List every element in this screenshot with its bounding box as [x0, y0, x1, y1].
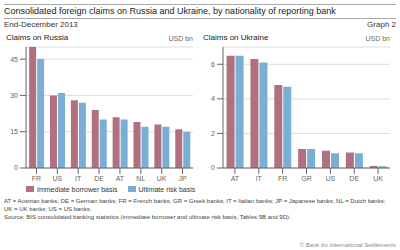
svg-text:IT: IT — [75, 175, 82, 182]
svg-text:UK: UK — [373, 175, 383, 182]
svg-text:US: US — [52, 175, 62, 182]
svg-text:GR: GR — [301, 175, 312, 182]
svg-text:US: US — [325, 175, 335, 182]
svg-text:DE: DE — [349, 175, 359, 182]
svg-text:4: 4 — [211, 95, 215, 102]
svg-text:45: 45 — [10, 56, 18, 63]
svg-text:6: 6 — [211, 61, 215, 68]
html-text:© Bank for International Settl: © Bank for International Settlements — [299, 242, 396, 248]
html-text:Graph 2: Graph 2 — [367, 20, 396, 29]
svg-text:15: 15 — [10, 128, 18, 135]
html-text:USD bn: USD bn — [365, 35, 390, 42]
html-text:Claims on Russia: Claims on Russia — [6, 33, 69, 42]
html-text:AT = Austrian banks; DE = Germ: AT = Austrian banks; DE = German banks; … — [4, 198, 386, 204]
svg-text:2: 2 — [211, 130, 215, 137]
svg-text:AT: AT — [116, 175, 125, 182]
svg-text:JP: JP — [178, 175, 187, 182]
svg-text:NL: NL — [136, 175, 145, 182]
html-text:Source: BIS consolidated banki: Source: BIS consolidated banking statist… — [4, 214, 291, 220]
html-text:Consolidated foreign claims on: Consolidated foreign claims on Russia an… — [4, 6, 336, 16]
html-text:USD bn: USD bn — [168, 35, 193, 42]
svg-text:DE: DE — [94, 175, 104, 182]
svg-text:FR: FR — [278, 175, 287, 182]
html-text:Immediate borrower basis: Immediate borrower basis — [37, 185, 118, 193]
svg-text:30: 30 — [10, 92, 18, 99]
html-text:Claims on Ukraine: Claims on Ukraine — [203, 33, 269, 42]
html-text:UK = UK banks; US = US banks.: UK = UK banks; US = US banks. — [4, 206, 92, 212]
svg-text:AT: AT — [231, 175, 240, 182]
html-text:End-December 2013: End-December 2013 — [4, 20, 78, 29]
svg-text:IT: IT — [256, 175, 263, 182]
svg-text:0: 0 — [211, 164, 215, 171]
svg-text:0: 0 — [14, 164, 18, 171]
svg-text:FR: FR — [32, 175, 41, 182]
html-text:Ultimate risk basis: Ultimate risk basis — [138, 185, 196, 193]
svg-text:UK: UK — [157, 175, 167, 182]
